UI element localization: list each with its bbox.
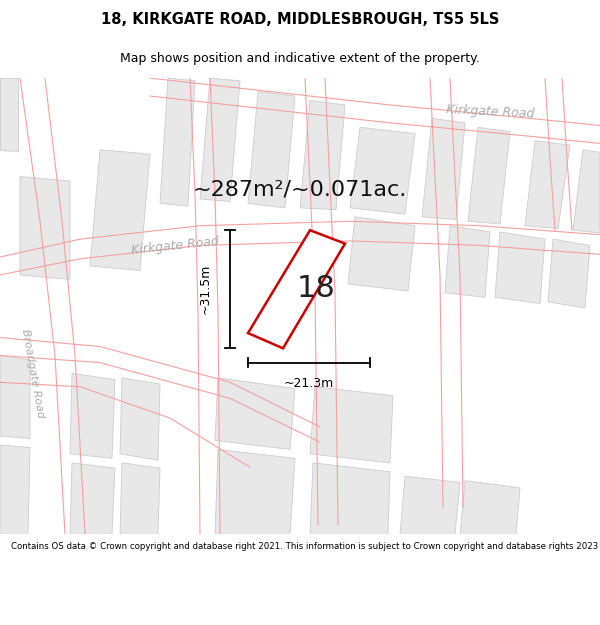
Polygon shape	[525, 141, 570, 228]
Polygon shape	[0, 78, 18, 151]
Polygon shape	[445, 226, 490, 298]
Text: Broadgate Road: Broadgate Road	[20, 328, 46, 419]
Text: Kirkgate Road: Kirkgate Road	[131, 235, 220, 258]
Text: Contains OS data © Crown copyright and database right 2021. This information is : Contains OS data © Crown copyright and d…	[11, 542, 600, 551]
Polygon shape	[160, 78, 195, 206]
Polygon shape	[20, 176, 70, 279]
Polygon shape	[248, 230, 345, 348]
Polygon shape	[90, 150, 150, 271]
Polygon shape	[468, 127, 510, 224]
Polygon shape	[120, 378, 160, 460]
Polygon shape	[310, 462, 390, 534]
Polygon shape	[348, 217, 415, 291]
Text: Map shows position and indicative extent of the property.: Map shows position and indicative extent…	[120, 52, 480, 65]
Polygon shape	[350, 127, 415, 214]
Polygon shape	[120, 462, 160, 534]
Polygon shape	[310, 387, 393, 462]
Polygon shape	[400, 476, 460, 534]
Polygon shape	[548, 239, 590, 308]
Text: ~21.3m: ~21.3m	[284, 377, 334, 390]
Polygon shape	[300, 101, 345, 209]
Polygon shape	[422, 118, 465, 219]
Polygon shape	[70, 462, 115, 534]
Text: ~287m²/~0.071ac.: ~287m²/~0.071ac.	[193, 180, 407, 200]
Polygon shape	[248, 91, 295, 208]
Text: ~31.5m: ~31.5m	[199, 264, 212, 314]
Polygon shape	[0, 445, 30, 534]
Polygon shape	[200, 78, 240, 202]
Polygon shape	[495, 232, 545, 304]
Polygon shape	[70, 373, 115, 458]
Polygon shape	[0, 356, 30, 439]
Polygon shape	[215, 378, 295, 449]
Text: 18: 18	[297, 274, 336, 303]
Polygon shape	[215, 449, 295, 534]
Polygon shape	[573, 150, 600, 233]
Text: 18, KIRKGATE ROAD, MIDDLESBROUGH, TS5 5LS: 18, KIRKGATE ROAD, MIDDLESBROUGH, TS5 5L…	[101, 12, 499, 27]
Polygon shape	[460, 481, 520, 534]
Text: Kirkgate Road: Kirkgate Road	[446, 103, 534, 121]
